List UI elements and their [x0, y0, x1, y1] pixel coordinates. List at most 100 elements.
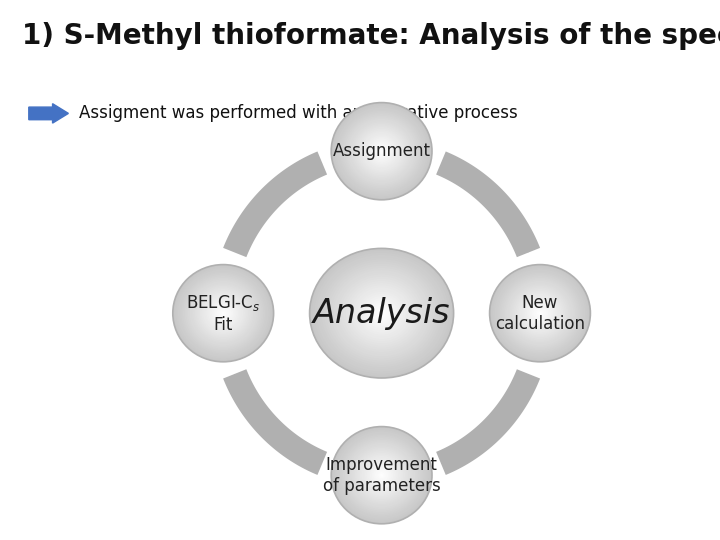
Ellipse shape — [217, 307, 230, 320]
Ellipse shape — [351, 446, 412, 504]
Ellipse shape — [317, 255, 446, 372]
Ellipse shape — [181, 273, 265, 354]
Ellipse shape — [353, 448, 410, 503]
Ellipse shape — [322, 259, 441, 367]
Ellipse shape — [356, 127, 407, 176]
Ellipse shape — [361, 456, 402, 495]
Ellipse shape — [365, 298, 398, 328]
Ellipse shape — [372, 141, 392, 161]
Ellipse shape — [348, 283, 415, 343]
Ellipse shape — [520, 294, 560, 333]
Ellipse shape — [310, 248, 454, 378]
Ellipse shape — [198, 289, 248, 338]
Ellipse shape — [218, 308, 228, 318]
Ellipse shape — [351, 285, 413, 341]
Ellipse shape — [363, 457, 400, 493]
Ellipse shape — [333, 270, 430, 356]
Ellipse shape — [379, 311, 384, 315]
Ellipse shape — [333, 104, 431, 198]
Ellipse shape — [189, 281, 257, 346]
Ellipse shape — [356, 451, 407, 500]
Ellipse shape — [368, 138, 395, 164]
Ellipse shape — [374, 307, 389, 320]
Ellipse shape — [377, 146, 387, 156]
Ellipse shape — [343, 438, 420, 512]
Ellipse shape — [368, 462, 395, 488]
Ellipse shape — [343, 279, 420, 348]
Ellipse shape — [343, 114, 420, 188]
Ellipse shape — [186, 278, 260, 349]
Ellipse shape — [350, 444, 413, 506]
Ellipse shape — [207, 297, 240, 329]
Ellipse shape — [213, 303, 233, 323]
Ellipse shape — [215, 305, 232, 321]
Ellipse shape — [375, 469, 388, 482]
Ellipse shape — [199, 291, 247, 336]
Ellipse shape — [530, 303, 550, 323]
Ellipse shape — [360, 454, 403, 496]
Ellipse shape — [220, 310, 227, 316]
Ellipse shape — [353, 287, 410, 339]
Ellipse shape — [355, 289, 408, 337]
Text: Improvement
of parameters: Improvement of parameters — [323, 456, 441, 495]
Ellipse shape — [212, 302, 235, 325]
Ellipse shape — [179, 271, 267, 355]
Ellipse shape — [525, 299, 555, 328]
Ellipse shape — [197, 287, 250, 339]
Ellipse shape — [346, 441, 417, 509]
FancyArrow shape — [29, 104, 68, 123]
Ellipse shape — [496, 271, 584, 355]
Ellipse shape — [336, 107, 427, 195]
Ellipse shape — [528, 302, 552, 325]
Ellipse shape — [534, 307, 546, 320]
Text: Assignment: Assignment — [333, 142, 431, 160]
Ellipse shape — [203, 294, 243, 333]
Ellipse shape — [495, 269, 585, 357]
Ellipse shape — [331, 427, 432, 524]
Ellipse shape — [336, 431, 427, 519]
Ellipse shape — [373, 467, 390, 483]
Ellipse shape — [380, 474, 383, 477]
Ellipse shape — [222, 312, 225, 315]
Text: New
calculation: New calculation — [495, 294, 585, 333]
Ellipse shape — [362, 296, 401, 330]
Ellipse shape — [523, 297, 557, 329]
Ellipse shape — [350, 120, 413, 182]
Ellipse shape — [335, 106, 428, 197]
Ellipse shape — [373, 143, 390, 159]
Text: Analysis: Analysis — [313, 296, 450, 330]
Ellipse shape — [358, 129, 405, 174]
Ellipse shape — [312, 251, 451, 376]
Ellipse shape — [355, 449, 408, 501]
Ellipse shape — [184, 276, 262, 350]
Ellipse shape — [202, 292, 245, 334]
Ellipse shape — [378, 472, 385, 478]
Ellipse shape — [360, 294, 403, 333]
Ellipse shape — [510, 284, 570, 342]
Ellipse shape — [372, 305, 391, 322]
Ellipse shape — [346, 117, 417, 185]
Ellipse shape — [378, 148, 385, 154]
Ellipse shape — [518, 292, 562, 334]
Ellipse shape — [338, 109, 426, 193]
Ellipse shape — [505, 279, 575, 347]
Ellipse shape — [535, 308, 545, 318]
Ellipse shape — [331, 103, 432, 200]
Ellipse shape — [503, 278, 577, 349]
Ellipse shape — [370, 464, 393, 487]
Ellipse shape — [188, 279, 258, 347]
Ellipse shape — [377, 309, 387, 318]
Ellipse shape — [367, 300, 396, 326]
Ellipse shape — [360, 130, 403, 172]
Ellipse shape — [370, 140, 393, 163]
Ellipse shape — [208, 299, 238, 328]
Ellipse shape — [338, 433, 426, 517]
Ellipse shape — [174, 266, 272, 360]
Ellipse shape — [366, 137, 397, 166]
Ellipse shape — [375, 145, 388, 158]
Ellipse shape — [345, 440, 418, 511]
Ellipse shape — [365, 135, 398, 167]
Ellipse shape — [506, 281, 574, 346]
Ellipse shape — [365, 459, 398, 491]
Ellipse shape — [345, 116, 418, 187]
